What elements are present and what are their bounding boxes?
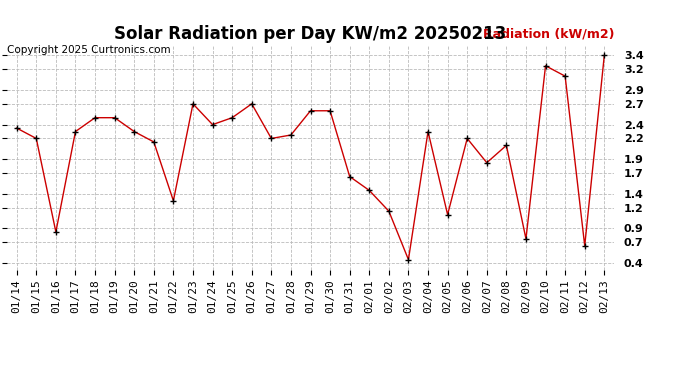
Text: Copyright 2025 Curtronics.com: Copyright 2025 Curtronics.com <box>7 45 170 55</box>
Text: Radiation (kW/m2): Radiation (kW/m2) <box>482 27 614 40</box>
Title: Solar Radiation per Day KW/m2 20250213: Solar Radiation per Day KW/m2 20250213 <box>115 26 506 44</box>
